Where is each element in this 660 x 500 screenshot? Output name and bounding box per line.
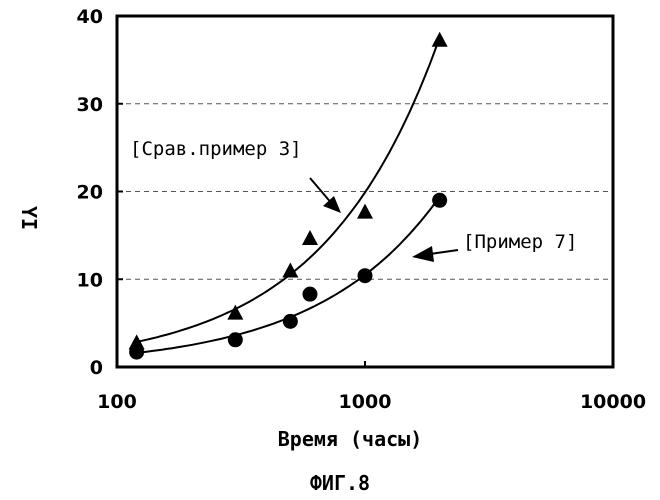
circle-marker [283, 314, 298, 329]
circle-marker [129, 345, 144, 360]
fit-curves [137, 38, 440, 353]
y-tick-label: 40 [77, 6, 103, 28]
circle-marker [358, 268, 373, 283]
data-markers [129, 32, 448, 360]
arrowhead-example-7 [412, 246, 434, 262]
y-tick-label: 20 [77, 182, 103, 204]
triangle-marker [302, 230, 318, 245]
circle-marker [302, 287, 317, 302]
y-axis-label: YI [17, 206, 41, 230]
series-label-example-7: [Пример 7] [463, 231, 577, 253]
series-label-comparative: [Срав.пример 3] [130, 138, 302, 160]
fit-curve-comparative [137, 38, 440, 342]
figure-caption: ФИГ.8 [310, 471, 370, 495]
tick-labels: 0 10 20 30 40 100 1000 10000 [77, 6, 647, 413]
circle-marker [228, 332, 243, 347]
x-tick-label: 100 [97, 391, 137, 413]
y-tick-label: 10 [77, 269, 103, 291]
annotation-comparative-example: [Срав.пример 3] [130, 138, 341, 213]
arrow-example-7 [430, 250, 458, 254]
x-tick-label: 10000 [580, 391, 646, 413]
arrowhead-comparative [323, 196, 341, 213]
circle-marker [432, 193, 447, 208]
x-axis-label: Время (часы) [278, 427, 423, 451]
y-tick-label: 0 [90, 357, 103, 379]
y-tick-label: 30 [77, 94, 103, 116]
triangle-marker [357, 204, 373, 219]
x-tick-label: 1000 [339, 391, 392, 413]
annotation-example-7: [Пример 7] [412, 231, 577, 262]
triangle-marker [432, 32, 448, 47]
